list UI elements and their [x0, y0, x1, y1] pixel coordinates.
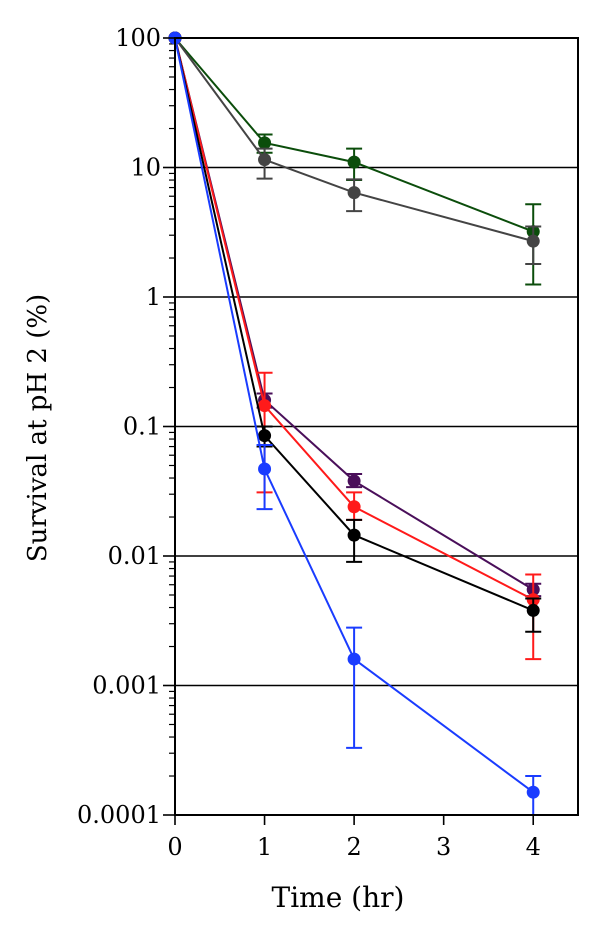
y-axis-label: Survival at pH 2 (%): [23, 294, 53, 562]
data-point: [347, 186, 361, 200]
series-line: [174, 37, 534, 233]
y-tick-label: 10: [130, 154, 161, 182]
y-tick-label: 0.001: [92, 672, 161, 700]
y-tick-label: 100: [115, 24, 161, 52]
series-layer: [168, 31, 542, 816]
series-red: [168, 31, 542, 661]
y-axis: 0.0001 0.001 0.01 0.1 1 10 100: [77, 24, 175, 829]
data-point: [526, 234, 540, 248]
data-point: [347, 652, 361, 666]
series-black: [168, 31, 542, 633]
data-point: [347, 528, 361, 542]
data-point: [347, 500, 361, 514]
series-blue: [168, 31, 542, 816]
x-axis: 0 1 2 3 4: [167, 815, 541, 861]
x-tick-label: 1: [257, 833, 272, 861]
series-line: [174, 37, 534, 243]
series-line: [174, 37, 534, 793]
data-point: [347, 155, 361, 169]
gridlines: [175, 166, 578, 687]
x-tick-label: 0: [167, 833, 182, 861]
y-tick-label: 0.1: [123, 413, 161, 441]
x-tick-label: 4: [526, 833, 541, 861]
x-tick-label: 3: [436, 833, 451, 861]
data-point: [526, 603, 540, 617]
series-dark-green: [168, 31, 542, 286]
y-tick-label: 0.01: [108, 542, 161, 570]
x-axis-label: Time (hr): [272, 881, 405, 914]
x-tick-label: 2: [346, 833, 361, 861]
data-point: [258, 153, 272, 167]
series-line: [174, 37, 534, 601]
series-line: [174, 37, 534, 612]
y-tick-label: 1: [146, 283, 161, 311]
data-point: [258, 399, 272, 413]
data-point: [258, 462, 272, 476]
y-tick-label: 0.0001: [77, 801, 161, 829]
data-point: [258, 136, 272, 150]
data-point: [526, 785, 540, 799]
data-point: [258, 429, 272, 443]
data-point: [347, 474, 361, 488]
